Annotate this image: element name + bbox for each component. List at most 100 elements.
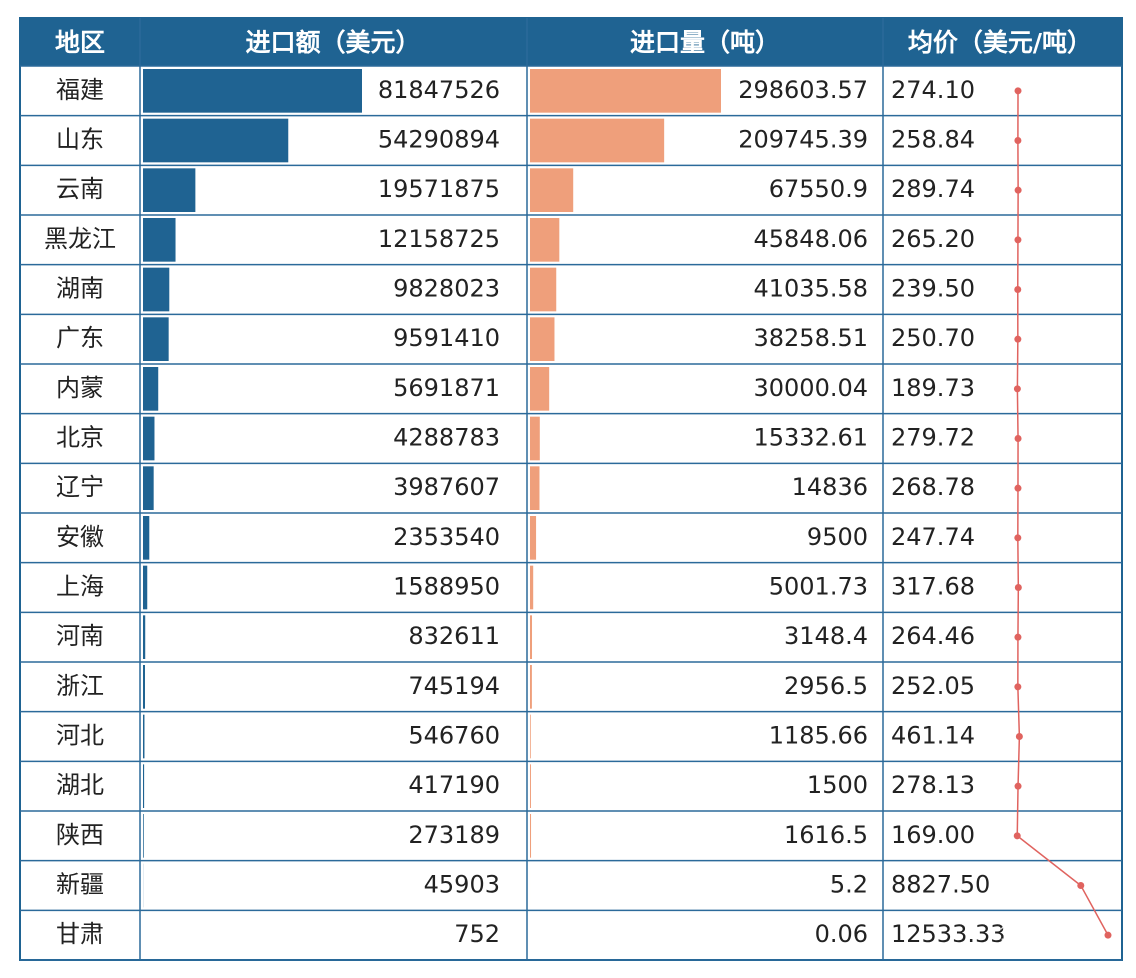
- region-cell: 新疆: [56, 871, 104, 899]
- quantity-cell: 3148.4: [784, 622, 868, 650]
- region-cell: 湖北: [56, 771, 104, 799]
- region-cell: 湖南: [56, 275, 104, 303]
- amount-bar: [143, 218, 176, 262]
- region-cell: 广东: [56, 324, 104, 352]
- price-cell: 12533.33: [891, 920, 1006, 948]
- region-cell: 河南: [56, 622, 104, 650]
- amount-cell: 2353540: [393, 523, 500, 551]
- quantity-cell: 14836: [792, 473, 868, 501]
- region-cell: 河北: [56, 722, 104, 750]
- quantity-cell: 41035.58: [753, 275, 868, 303]
- quantity-bar: [530, 168, 573, 212]
- amount-cell: 832611: [408, 622, 500, 650]
- price-cell: 8827.50: [891, 871, 990, 899]
- amount-cell: 19571875: [378, 175, 500, 203]
- price-point: [1014, 683, 1021, 690]
- price-cell: 268.78: [891, 473, 975, 501]
- amount-cell: 1588950: [393, 573, 500, 601]
- quantity-bar: [530, 516, 536, 560]
- header-cell: 进口额（美元）: [245, 28, 420, 57]
- quantity-bar: [530, 665, 532, 709]
- quantity-cell: 1616.5: [784, 821, 868, 849]
- price-cell: 264.46: [891, 622, 975, 650]
- price-point: [1015, 87, 1022, 94]
- amount-cell: 273189: [408, 821, 500, 849]
- quantity-cell: 2956.5: [784, 672, 868, 700]
- header-cell: 地区: [55, 28, 105, 57]
- quantity-bar: [530, 317, 554, 361]
- price-point: [1015, 435, 1022, 442]
- amount-bar: [143, 814, 144, 858]
- price-cell: 247.74: [891, 523, 975, 551]
- amount-cell: 9828023: [393, 275, 500, 303]
- watermark-line: ID:13672581: [1000, 936, 1110, 956]
- quantity-cell: 45848.06: [753, 225, 868, 253]
- price-point: [1014, 634, 1021, 641]
- amount-cell: 9591410: [393, 324, 500, 352]
- quantity-bar: [530, 367, 549, 411]
- amount-bar: [143, 417, 154, 461]
- region-cell: 内蒙: [56, 374, 104, 402]
- price-point: [1014, 236, 1021, 243]
- quantity-bar: [530, 615, 532, 659]
- quantity-cell: 38258.51: [753, 324, 868, 352]
- region-cell: 云南: [56, 175, 104, 203]
- amount-cell: 5691871: [393, 374, 500, 402]
- price-cell: 258.84: [891, 126, 975, 154]
- amount-bar: [143, 69, 362, 113]
- amount-cell: 3987607: [393, 473, 500, 501]
- price-cell: 278.13: [891, 771, 975, 799]
- price-point: [1015, 187, 1022, 194]
- quantity-bar: [530, 466, 539, 510]
- region-cell: 上海: [56, 573, 104, 601]
- region-cell: 北京: [56, 424, 104, 452]
- quantity-cell: 9500: [807, 523, 868, 551]
- price-cell: 239.50: [891, 275, 975, 303]
- amount-bar: [143, 119, 288, 163]
- amount-cell: 4288783: [393, 424, 500, 452]
- quantity-cell: 209745.39: [738, 126, 868, 154]
- quantity-bar: [530, 268, 556, 312]
- watermark-line: 观研天下: [1000, 914, 1068, 934]
- amount-bar: [143, 615, 145, 659]
- quantity-cell: 30000.04: [753, 374, 868, 402]
- quantity-cell: 5.2: [830, 871, 868, 899]
- quantity-cell: 298603.57: [738, 76, 868, 104]
- quantity-cell: 15332.61: [753, 424, 868, 452]
- quantity-cell: 1500: [807, 771, 868, 799]
- region-cell: 辽宁: [56, 473, 104, 501]
- price-point: [1014, 385, 1021, 392]
- amount-bar: [143, 566, 147, 610]
- region-cell: 安徽: [56, 523, 104, 551]
- price-cell: 461.14: [891, 722, 975, 750]
- amount-bar: [143, 665, 145, 709]
- price-point: [1014, 137, 1021, 144]
- amount-bar: [143, 168, 195, 212]
- amount-bar: [143, 367, 158, 411]
- price-point: [1014, 534, 1021, 541]
- quantity-cell: 67550.9: [769, 175, 868, 203]
- amount-bar: [143, 317, 169, 361]
- amount-cell: 45903: [424, 871, 500, 899]
- region-cell: 浙江: [56, 672, 104, 700]
- quantity-bar: [530, 119, 664, 163]
- price-cell: 317.68: [891, 573, 975, 601]
- region-cell: 黑龙江: [44, 225, 116, 253]
- quantity-bar: [530, 417, 540, 461]
- amount-cell: 417190: [408, 771, 500, 799]
- price-cell: 289.74: [891, 175, 975, 203]
- amount-cell: 54290894: [378, 126, 500, 154]
- region-cell: 甘肃: [56, 920, 104, 948]
- amount-bar: [143, 715, 144, 759]
- amount-bar: [143, 764, 144, 808]
- amount-cell: 752: [454, 920, 500, 948]
- price-point: [1014, 832, 1021, 839]
- region-cell: 陕西: [56, 821, 104, 849]
- header-cell: 进口量（吨）: [630, 28, 780, 57]
- region-cell: 福建: [56, 76, 104, 104]
- quantity-bar: [530, 218, 559, 262]
- price-cell: 274.10: [891, 76, 975, 104]
- price-point: [1014, 336, 1021, 343]
